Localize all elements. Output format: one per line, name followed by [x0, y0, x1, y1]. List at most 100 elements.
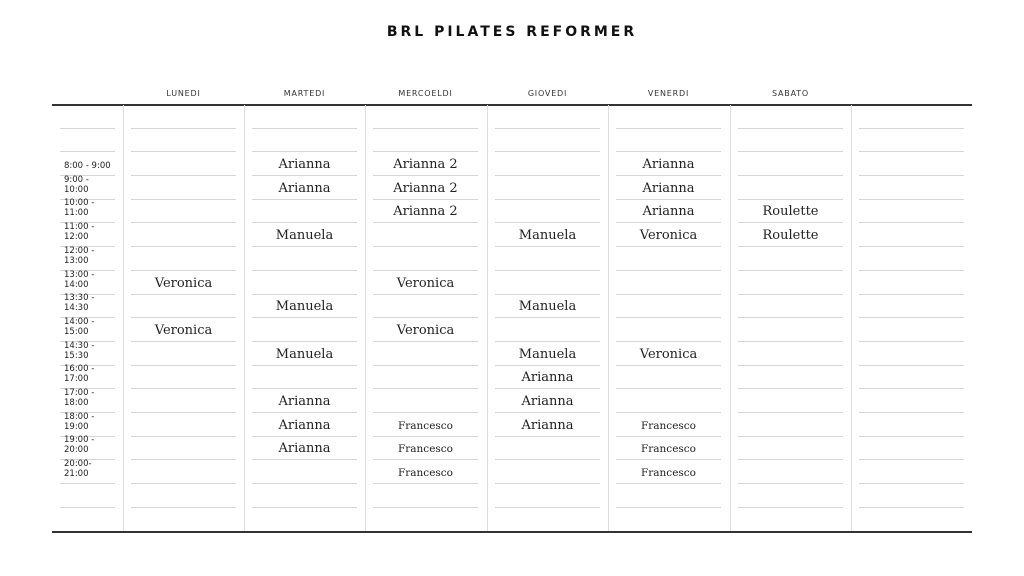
- row-line: [373, 246, 478, 248]
- time-row: 10:00 - 11:00: [60, 198, 115, 224]
- time-label: 9:00 - 10:00: [64, 174, 89, 195]
- instructor-name: Veronica: [639, 346, 698, 362]
- time-row: [60, 129, 115, 153]
- row-line: [131, 412, 236, 414]
- row-line: [859, 412, 964, 414]
- instructor-name: Veronica: [639, 228, 698, 244]
- row-line: [131, 151, 236, 153]
- row-line: [252, 435, 357, 437]
- instructor-name: Francesco: [397, 443, 453, 456]
- row-line: [60, 435, 115, 437]
- row-line: [373, 483, 478, 485]
- slot-cell: Veronica: [131, 318, 236, 342]
- day-column: Manuela Manuela Manuela Arianna Arianna Arian…: [487, 105, 608, 531]
- slot-cell: Arianna: [495, 366, 600, 390]
- row-line: [859, 388, 964, 390]
- row-line: [738, 222, 843, 224]
- slot-cell: Roulette: [738, 224, 843, 248]
- row-line: [131, 127, 236, 129]
- instructor-name: Francesco: [640, 419, 696, 432]
- instructor-name: Arianna 2: [393, 180, 458, 196]
- slot-cell: [495, 508, 600, 532]
- row-line: [616, 388, 721, 390]
- day-column: Roulette Roulette: [730, 105, 851, 531]
- time-row: 9:00 - 10:00: [60, 174, 115, 200]
- slot-cell: [252, 318, 357, 342]
- instructor-name: Roulette: [762, 204, 819, 220]
- row-line: [131, 269, 236, 271]
- row-line: [131, 483, 236, 485]
- instructor-name: Arianna: [642, 204, 695, 220]
- row-line: [616, 198, 721, 200]
- time-row: [60, 105, 115, 129]
- row-line: [859, 198, 964, 200]
- slot-cell: [859, 129, 964, 153]
- time-row: 14:00 - 15:00: [60, 317, 115, 342]
- slot-cell: [738, 461, 843, 485]
- column-divider: [730, 105, 731, 531]
- slot-cell: [373, 105, 478, 129]
- slot-cell: Arianna: [616, 152, 721, 177]
- slot-cell: [131, 366, 236, 390]
- slot-cell: [373, 508, 478, 532]
- instructor-name: Francesco: [640, 443, 696, 456]
- row-line: [60, 317, 115, 319]
- slot-cell: Arianna 2: [373, 200, 478, 224]
- slot-cell: [616, 366, 721, 390]
- slot-cell: Arianna: [252, 152, 357, 177]
- instructor-name: Manuela: [518, 346, 577, 362]
- row-line: [859, 317, 964, 319]
- instructor-name: Francesco: [397, 419, 453, 432]
- slot-cell: Veronica: [616, 224, 721, 248]
- slot-cell: [373, 224, 478, 248]
- slot-cell: [373, 342, 478, 366]
- row-line: [495, 127, 600, 129]
- row-line: [131, 317, 236, 319]
- slot-cell: [859, 484, 964, 508]
- row-line: [252, 317, 357, 319]
- row-line: [616, 340, 721, 342]
- row-line: [252, 459, 357, 461]
- row-line: [252, 506, 357, 508]
- slot-cell: [252, 200, 357, 224]
- row-line: [495, 435, 600, 437]
- row-line: [616, 151, 721, 153]
- time-row: 19:00 - 20:00: [60, 435, 115, 461]
- row-line: [616, 293, 721, 295]
- row-line: [616, 435, 721, 437]
- time-row: 8:00 - 9:00: [60, 152, 115, 177]
- slot-cell: Manuela: [495, 342, 600, 366]
- row-line: [373, 127, 478, 129]
- time-label: 13:30 - 14:30: [64, 293, 95, 314]
- row-line: [616, 317, 721, 319]
- slot-cell: [495, 129, 600, 153]
- row-line: [738, 175, 843, 177]
- row-line: [373, 412, 478, 414]
- slot-cell: [495, 200, 600, 224]
- row-line: [131, 388, 236, 390]
- row-line: [60, 175, 115, 177]
- slot-cell: [131, 342, 236, 366]
- day-column: Veronica Veronica: [123, 105, 244, 531]
- row-line: [616, 412, 721, 414]
- row-line: [738, 459, 843, 461]
- slot-cell: [859, 342, 964, 366]
- row-line: [373, 459, 478, 461]
- day-column: [851, 105, 972, 531]
- time-label: 18:00 - 19:00: [64, 411, 95, 432]
- time-label: 17:00 - 18:00: [64, 388, 95, 409]
- row-line: [252, 127, 357, 129]
- row-line: [738, 151, 843, 153]
- slot-cell: Arianna: [616, 200, 721, 224]
- slot-cell: Manuela: [495, 295, 600, 319]
- row-line: [738, 293, 843, 295]
- slot-cell: [738, 129, 843, 153]
- slot-cell: [616, 129, 721, 153]
- slot-cell: Francesco: [616, 437, 721, 461]
- slot-cell: [616, 508, 721, 532]
- row-line: [859, 293, 964, 295]
- row-line: [131, 222, 236, 224]
- row-line: [373, 340, 478, 342]
- time-row: 13:00 - 14:00: [60, 270, 115, 295]
- instructor-name: Arianna: [642, 157, 695, 173]
